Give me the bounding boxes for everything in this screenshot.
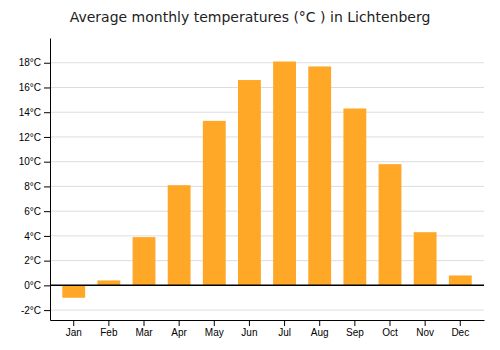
tick: 2°C bbox=[24, 255, 50, 266]
tick-label: May bbox=[205, 327, 224, 338]
axis-line bbox=[50, 39, 51, 321]
tick-mark bbox=[425, 320, 426, 326]
bar bbox=[273, 62, 296, 286]
tick: Sep bbox=[346, 320, 364, 338]
bar bbox=[133, 237, 156, 285]
tick-mark bbox=[249, 320, 250, 326]
tick-mark bbox=[179, 320, 180, 326]
tick-mark bbox=[389, 320, 390, 326]
tick-label: Sep bbox=[346, 327, 364, 338]
tick-mark bbox=[44, 63, 50, 64]
bar bbox=[203, 121, 226, 285]
tick-label: Jul bbox=[278, 327, 291, 338]
tick-mark bbox=[319, 320, 320, 326]
tick-label: 2°C bbox=[24, 255, 41, 266]
grid bbox=[50, 63, 484, 310]
axis-line bbox=[51, 320, 485, 321]
grid-line bbox=[50, 285, 484, 286]
tick-label: Apr bbox=[171, 327, 187, 338]
tick-label: 6°C bbox=[24, 206, 41, 217]
tick: 10°C bbox=[19, 156, 50, 167]
tick-mark bbox=[44, 261, 50, 262]
tick: 0°C bbox=[24, 280, 50, 291]
grid-line bbox=[50, 112, 484, 113]
tick-mark bbox=[44, 211, 50, 212]
tick: 12°C bbox=[19, 132, 50, 143]
tick-mark bbox=[214, 320, 215, 326]
tick: 18°C bbox=[19, 57, 50, 68]
tick-label: 0°C bbox=[24, 280, 41, 291]
tick-label: 10°C bbox=[19, 156, 41, 167]
bar bbox=[62, 285, 85, 297]
grid-line bbox=[50, 62, 484, 63]
tick: Nov bbox=[416, 320, 434, 338]
grid-line bbox=[50, 211, 484, 212]
title: Average monthly temperatures (°C ) in Li… bbox=[70, 9, 431, 25]
tick-label: 14°C bbox=[19, 107, 41, 118]
tick: 4°C bbox=[24, 231, 50, 242]
chart-container: -2°C 0°C 2°C 4°C 6°C 8°C 10°C 12°C 14°C 16°C 18°C J… bbox=[0, 0, 500, 350]
tick: -2°C bbox=[21, 305, 50, 316]
tick-mark bbox=[44, 112, 50, 113]
tick: Oct bbox=[382, 320, 398, 338]
grid-line bbox=[50, 161, 484, 162]
tick-label: Dec bbox=[451, 327, 469, 338]
bar bbox=[308, 66, 331, 285]
grid-line bbox=[50, 136, 484, 137]
chart: -2°C 0°C 2°C 4°C 6°C 8°C 10°C 12°C 14°C 16°C 18°C J… bbox=[0, 0, 500, 350]
y-axis: -2°C 0°C 2°C 4°C 6°C 8°C 10°C 12°C 14°C 16°C 18°C bbox=[19, 39, 51, 321]
tick: Mar bbox=[135, 320, 153, 338]
tick-mark bbox=[108, 320, 109, 326]
tick-label: 12°C bbox=[19, 132, 41, 143]
tick: Jul bbox=[278, 320, 291, 338]
tick-label: Feb bbox=[100, 327, 118, 338]
tick: 14°C bbox=[19, 107, 50, 118]
tick: Jan bbox=[66, 320, 82, 338]
tick: Feb bbox=[100, 320, 118, 338]
tick: Dec bbox=[451, 320, 469, 338]
bar bbox=[449, 275, 472, 285]
bar bbox=[379, 164, 402, 285]
tick-mark bbox=[44, 162, 50, 163]
tick-label: 8°C bbox=[24, 181, 41, 192]
tick-label: Nov bbox=[416, 327, 434, 338]
tick: 8°C bbox=[24, 181, 50, 192]
tick: Apr bbox=[171, 320, 187, 338]
tick: Jun bbox=[241, 320, 257, 338]
tick-mark bbox=[44, 310, 50, 311]
tick: May bbox=[205, 320, 224, 338]
grid-line bbox=[50, 87, 484, 88]
tick-label: 18°C bbox=[19, 57, 41, 68]
tick-mark bbox=[44, 285, 50, 286]
tick-label: Jan bbox=[66, 327, 82, 338]
tick-mark bbox=[144, 320, 145, 326]
tick-mark bbox=[354, 320, 355, 326]
tick-mark bbox=[73, 320, 74, 326]
bar bbox=[414, 232, 437, 285]
bar bbox=[343, 109, 366, 286]
tick-label: 4°C bbox=[24, 231, 41, 242]
tick-label: -2°C bbox=[21, 305, 41, 316]
tick-mark bbox=[44, 236, 50, 237]
zero-line bbox=[50, 285, 484, 287]
tick-label: 16°C bbox=[19, 82, 41, 93]
bar bbox=[168, 185, 191, 285]
x-axis: Jan Feb Mar Apr May Jun Jul Aug Sep Oct Nov Dec bbox=[51, 320, 485, 338]
tick-mark bbox=[44, 137, 50, 138]
tick-label: Mar bbox=[135, 327, 153, 338]
tick-label: Aug bbox=[311, 327, 329, 338]
tick-label: Jun bbox=[241, 327, 257, 338]
tick-mark bbox=[44, 186, 50, 187]
tick-mark bbox=[460, 320, 461, 326]
tick-mark bbox=[284, 320, 285, 326]
grid-line bbox=[50, 186, 484, 187]
bar bbox=[238, 80, 261, 285]
tick: Aug bbox=[311, 320, 329, 338]
tick: 16°C bbox=[19, 82, 50, 93]
grid-line bbox=[50, 310, 484, 311]
tick-mark bbox=[44, 87, 50, 88]
tick: 6°C bbox=[24, 206, 50, 217]
bars bbox=[62, 62, 471, 298]
tick-label: Oct bbox=[382, 327, 398, 338]
